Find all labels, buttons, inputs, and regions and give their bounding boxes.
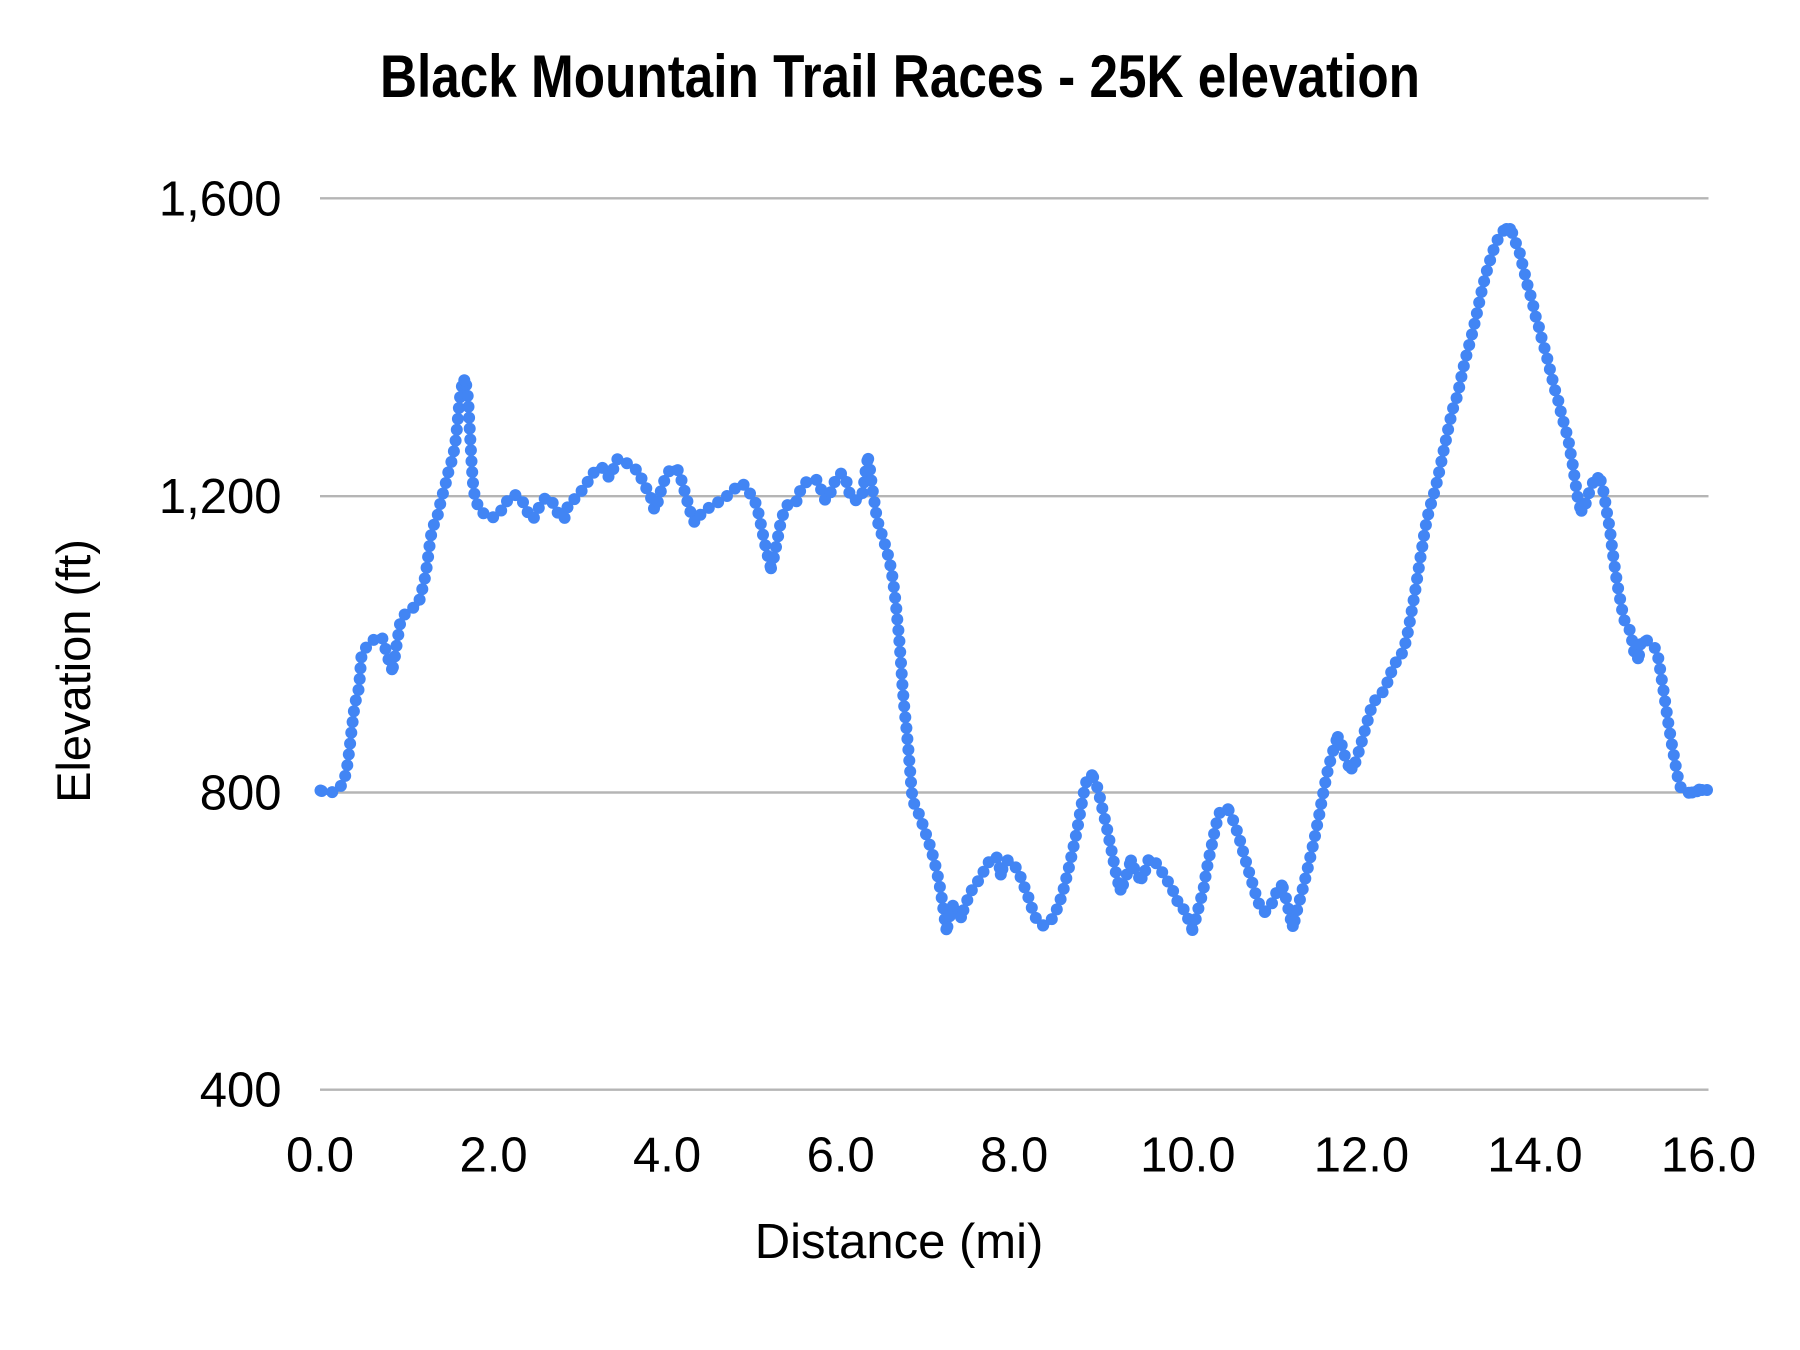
svg-text:12.0: 12.0: [1314, 1129, 1409, 1183]
svg-text:10.0: 10.0: [1140, 1129, 1235, 1183]
svg-text:1,200: 1,200: [159, 470, 282, 524]
svg-text:Elevation (ft): Elevation (ft): [47, 539, 100, 803]
svg-text:4.0: 4.0: [633, 1129, 701, 1183]
svg-text:6.0: 6.0: [807, 1129, 875, 1183]
svg-text:2.0: 2.0: [460, 1129, 528, 1183]
svg-text:8.0: 8.0: [980, 1129, 1048, 1183]
svg-text:1,600: 1,600: [159, 172, 282, 226]
svg-text:Distance (mi): Distance (mi): [755, 1215, 1044, 1269]
svg-text:0.0: 0.0: [286, 1129, 354, 1183]
svg-text:14.0: 14.0: [1487, 1129, 1582, 1183]
svg-text:Black Mountain Trail Races - 2: Black Mountain Trail Races - 25K elevati…: [380, 43, 1420, 110]
svg-text:400: 400: [200, 1064, 282, 1118]
svg-text:16.0: 16.0: [1661, 1129, 1756, 1183]
svg-text:800: 800: [200, 767, 282, 821]
